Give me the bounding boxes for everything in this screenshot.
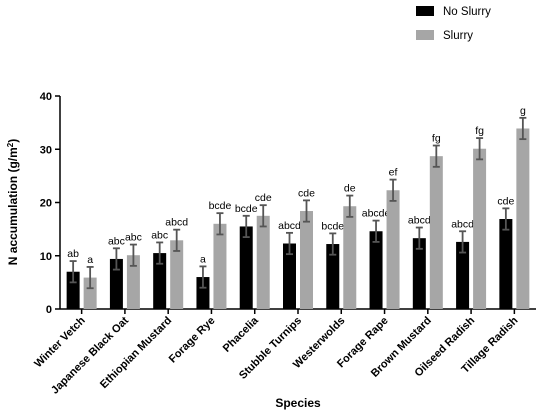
legend-label-no-slurry: No Slurry xyxy=(443,6,491,18)
bar-no-slurry xyxy=(239,226,253,309)
category-label: Ethiopian Mustard xyxy=(98,315,174,391)
significance-label-slurry: bcde xyxy=(209,200,232,212)
significance-label-slurry: abcd xyxy=(165,217,188,229)
legend: No Slurry Slurry xyxy=(416,6,491,42)
bar-slurry xyxy=(343,206,357,309)
bar-no-slurry xyxy=(326,244,340,309)
bar-no-slurry xyxy=(109,258,123,309)
bar-no-slurry xyxy=(456,241,470,309)
bar-slurry xyxy=(429,156,443,309)
significance-label-slurry: fg xyxy=(475,125,484,137)
x-axis-title: Species xyxy=(275,396,321,410)
bar-no-slurry xyxy=(369,231,383,309)
significance-label-slurry: cde xyxy=(298,187,315,199)
significance-label-slurry: a xyxy=(87,254,93,266)
legend-label-slurry: Slurry xyxy=(443,30,473,42)
bar-no-slurry xyxy=(153,253,167,309)
category-label: Japanese Black Oat xyxy=(49,314,131,396)
significance-label-no-slurry: ab xyxy=(67,248,79,260)
significance-label-slurry: fg xyxy=(432,133,441,145)
bar-slurry xyxy=(256,215,270,309)
bar-no-slurry xyxy=(283,243,296,309)
significance-label-slurry: cde xyxy=(255,192,272,204)
y-tick-label: 30 xyxy=(40,144,52,156)
bar-slurry xyxy=(300,211,313,309)
bar-slurry xyxy=(213,223,227,309)
bar-slurry xyxy=(170,240,184,309)
y-tick-label: 40 xyxy=(40,91,52,103)
significance-label-no-slurry: abcd xyxy=(278,220,301,232)
y-tick-label: 20 xyxy=(40,198,52,210)
bar-no-slurry xyxy=(499,219,513,309)
bar-no-slurry xyxy=(66,271,80,309)
significance-label-no-slurry: abcde xyxy=(362,208,391,220)
significance-label-no-slurry: abcd xyxy=(451,218,474,230)
bar-no-slurry xyxy=(412,238,426,309)
significance-label-no-slurry: cde xyxy=(497,195,514,207)
bar-no-slurry xyxy=(196,277,210,309)
significance-label-no-slurry: abc xyxy=(151,229,168,241)
category-label: Forage Rye xyxy=(167,315,218,366)
significance-label-slurry: g xyxy=(520,105,526,117)
bar-slurry xyxy=(386,190,400,309)
y-tick-label: 10 xyxy=(40,251,52,263)
significance-label-slurry: ef xyxy=(389,167,398,179)
y-axis-title-superscript: 2 xyxy=(6,142,15,147)
significance-label-no-slurry: a xyxy=(200,253,206,265)
legend-swatch-no-slurry xyxy=(416,6,434,16)
significance-label-slurry: abc xyxy=(125,232,142,244)
bar-slurry xyxy=(83,277,97,309)
significance-label-no-slurry: bcde xyxy=(235,203,258,215)
legend-swatch-slurry xyxy=(416,30,434,40)
significance-label-slurry: de xyxy=(344,183,356,195)
y-tick-label: 0 xyxy=(46,304,52,316)
significance-label-no-slurry: abcd xyxy=(408,215,431,227)
category-label: Phacelia xyxy=(221,314,262,355)
significance-label-no-slurry: abc xyxy=(108,235,125,247)
y-axis-ticks: 0 10 20 30 40 xyxy=(40,91,60,316)
bar-slurry xyxy=(516,128,530,309)
bar-slurry xyxy=(473,148,487,309)
significance-label-no-slurry: bcde xyxy=(321,220,344,232)
bar-slurry xyxy=(126,255,140,309)
y-axis-title: N accumulation (g/m2) xyxy=(6,139,21,265)
